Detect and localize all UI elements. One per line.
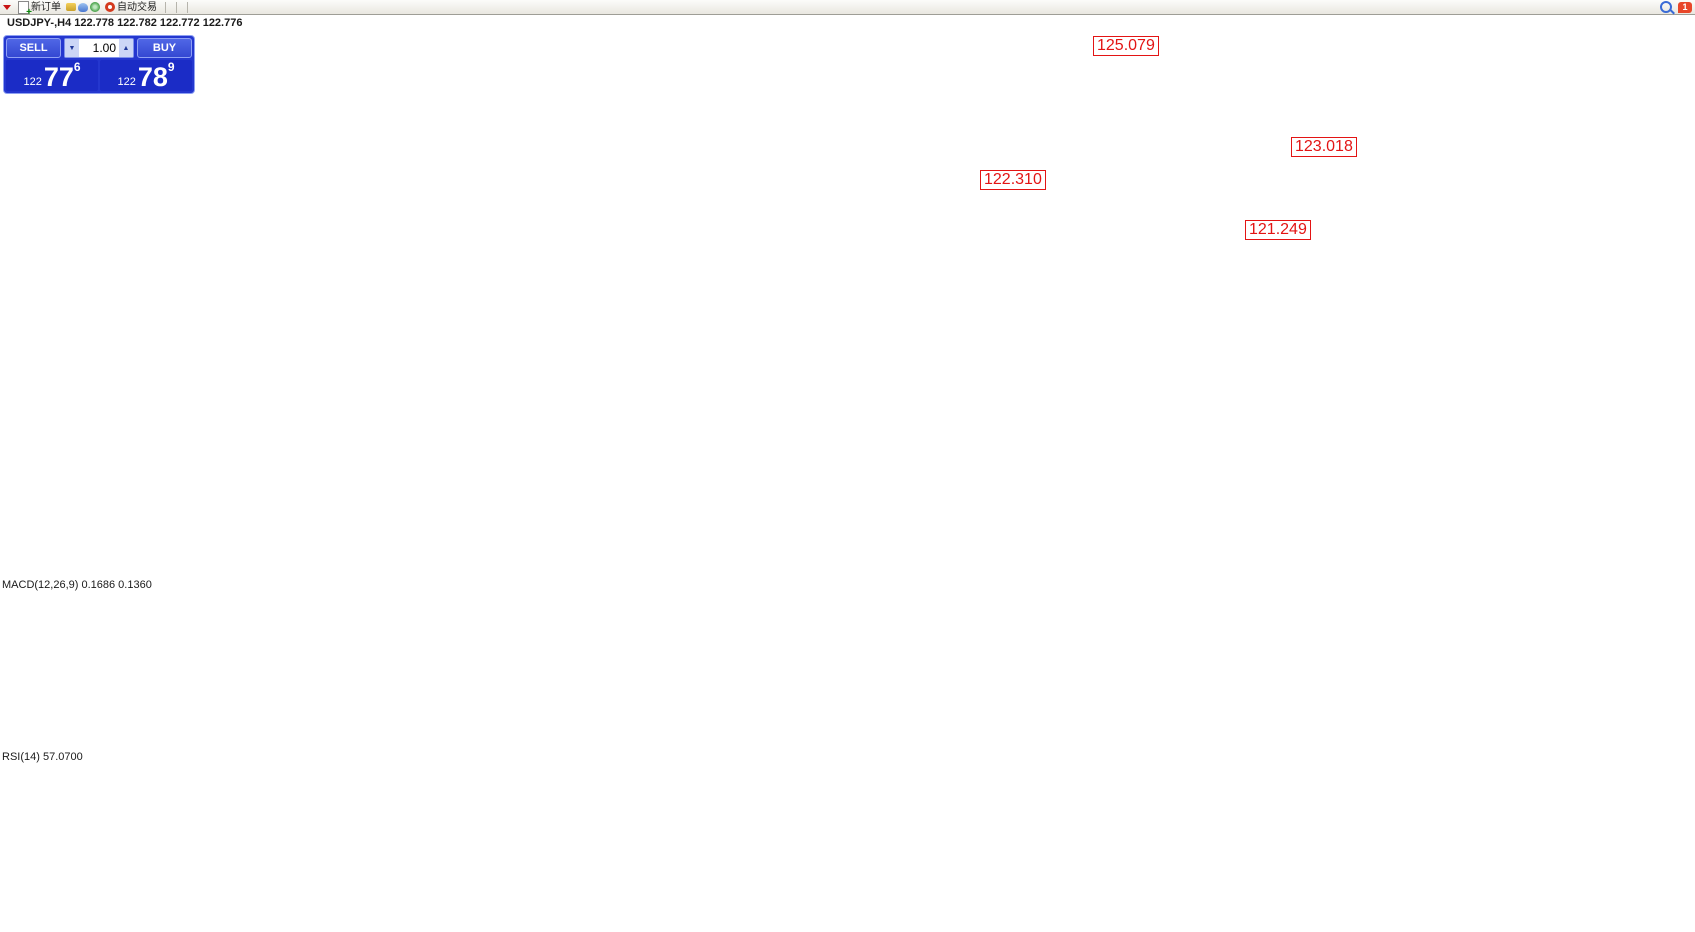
annotation-123018[interactable]: 123.018 [1291,137,1357,157]
sell-price-sup: 6 [73,60,81,74]
notifications-icon[interactable]: 1 [1678,1,1692,13]
volume-input[interactable] [79,39,119,57]
sell-price-prefix: 122 [23,76,42,88]
annotation-high-125079[interactable]: 125.079 [1093,36,1159,56]
buy-price[interactable]: 122 78 9 [100,60,192,91]
search-icon[interactable] [1660,1,1672,13]
new-order-icon [18,0,32,17]
annotation-low-121249[interactable]: 121.249 [1245,220,1311,240]
toolbar-separator [187,1,188,13]
toolbar-overflow-icon[interactable] [3,4,11,10]
sell-button[interactable]: SELL [6,38,61,58]
autotrading-icon [105,2,115,12]
buy-button[interactable]: BUY [137,38,192,58]
chart-title-ohlc: USDJPY-,H4 122.778 122.782 122.772 122.7… [7,17,243,29]
signals-icon[interactable] [90,2,100,12]
toolbar-separator [165,1,166,13]
volume-down-button[interactable]: ▼ [65,39,79,57]
buy-price-prefix: 122 [117,76,136,88]
sell-price-big: 77 [43,62,74,92]
volume-up-button[interactable]: ▲ [119,39,133,57]
autotrading-button[interactable]: 自动交易 [102,1,160,14]
one-click-trading-panel: SELL ▼ ▲ BUY 122 77 6 122 78 9 [3,35,195,94]
market-watch-icon[interactable] [66,3,76,11]
autotrading-label: 自动交易 [117,1,157,13]
new-order-button[interactable]: 新订单 [15,0,64,17]
annotation-122310[interactable]: 122.310 [980,170,1046,190]
toolbar-separator [176,1,177,13]
sell-price[interactable]: 122 77 6 [6,60,98,91]
buy-price-big: 78 [137,62,168,92]
rsi-label: RSI(14) 57.0700 [2,751,83,763]
buy-price-sup: 9 [167,60,175,74]
main-toolbar: 新订单 自动交易 1 [0,0,1695,17]
macd-label: MACD(12,26,9) 0.1686 0.1360 [2,579,152,591]
community-icon[interactable] [78,2,88,12]
new-order-label: 新订单 [31,1,61,13]
